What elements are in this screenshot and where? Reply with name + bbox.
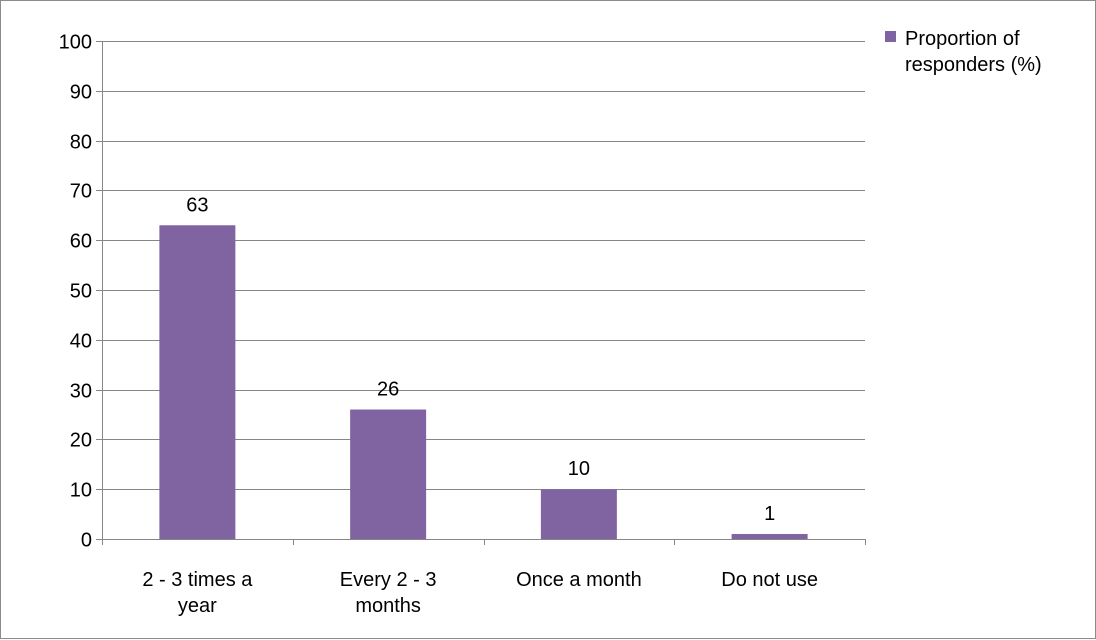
- data-label: 26: [377, 379, 399, 401]
- bars: [159, 225, 808, 539]
- category-label: Do not use: [721, 569, 818, 591]
- category-label-line: months: [355, 595, 421, 617]
- bar: [159, 225, 236, 539]
- category-label-line: Do not use: [721, 569, 818, 591]
- legend-label-line: responders (%): [905, 54, 1042, 76]
- y-tick-label: 100: [59, 32, 92, 54]
- category-label: Once a month: [516, 569, 642, 591]
- y-tick-label: 80: [70, 132, 92, 154]
- y-tick-label: 60: [70, 231, 92, 253]
- legend-label: Proportion of responders (%): [905, 28, 1042, 76]
- y-tick-label: 30: [70, 381, 92, 403]
- bar: [731, 534, 808, 539]
- y-tick-label: 90: [70, 82, 92, 104]
- data-label: 63: [186, 194, 208, 216]
- category-label-line: Once a month: [516, 569, 642, 591]
- y-tick-label: 40: [70, 331, 92, 353]
- category-label-line: year: [178, 595, 217, 617]
- category-label-line: 2 - 3 times a: [142, 569, 253, 591]
- bar: [540, 489, 617, 539]
- y-tick-label: 50: [70, 281, 92, 303]
- data-label: 10: [568, 458, 590, 480]
- y-tick-label: 0: [81, 530, 92, 552]
- category-label-line: Every 2 - 3: [340, 569, 437, 591]
- y-tick-label: 20: [70, 430, 92, 452]
- axes: [96, 41, 866, 545]
- category-label: 2 - 3 times a year: [142, 569, 253, 617]
- y-tick-label: 70: [70, 181, 92, 203]
- y-tick-label: 10: [70, 480, 92, 502]
- legend-swatch: [885, 31, 896, 42]
- labels: 0 10 20 30 40 50 60 70 80 90 100 63 2 - 3 times a yea…: [59, 32, 818, 618]
- legend: Proportion of responders (%): [885, 28, 1042, 76]
- data-label: 1: [764, 503, 775, 525]
- category-label: Every 2 - 3 months: [340, 569, 437, 617]
- bar: [350, 409, 427, 539]
- legend-label-line: Proportion of: [905, 28, 1020, 50]
